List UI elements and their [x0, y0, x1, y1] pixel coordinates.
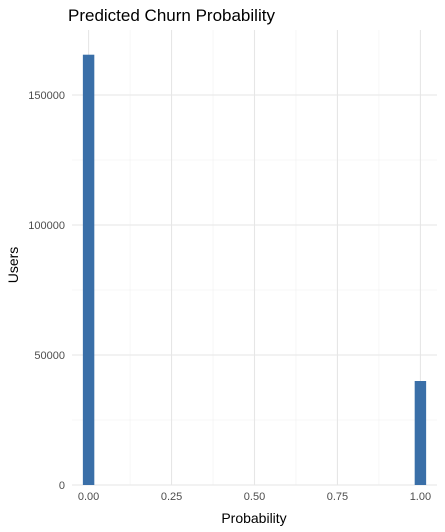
histogram-bars	[82, 54, 427, 485]
y-axis-tick-labels: 0 50000 100000 150000	[28, 90, 65, 492]
x-tick-label: 0.75	[327, 491, 348, 503]
y-tick-label: 150000	[28, 90, 65, 102]
histogram-bar	[82, 54, 95, 485]
x-tick-label: 1.00	[410, 491, 431, 503]
x-axis-tick-labels: 0.00 0.25 0.50 0.75 1.00	[78, 491, 431, 503]
major-gridlines	[72, 30, 437, 486]
x-tick-label: 0.00	[78, 491, 99, 503]
x-axis-title: Probability	[221, 510, 286, 526]
x-tick-label: 0.50	[244, 491, 265, 503]
y-axis-title: Users	[5, 247, 21, 284]
y-tick-label: 50000	[34, 350, 65, 362]
x-tick-label: 0.25	[161, 491, 182, 503]
y-tick-label: 100000	[28, 220, 65, 232]
y-tick-label: 0	[59, 480, 65, 492]
histogram-bar	[414, 381, 427, 485]
chart-title: Predicted Churn Probability	[68, 6, 275, 25]
